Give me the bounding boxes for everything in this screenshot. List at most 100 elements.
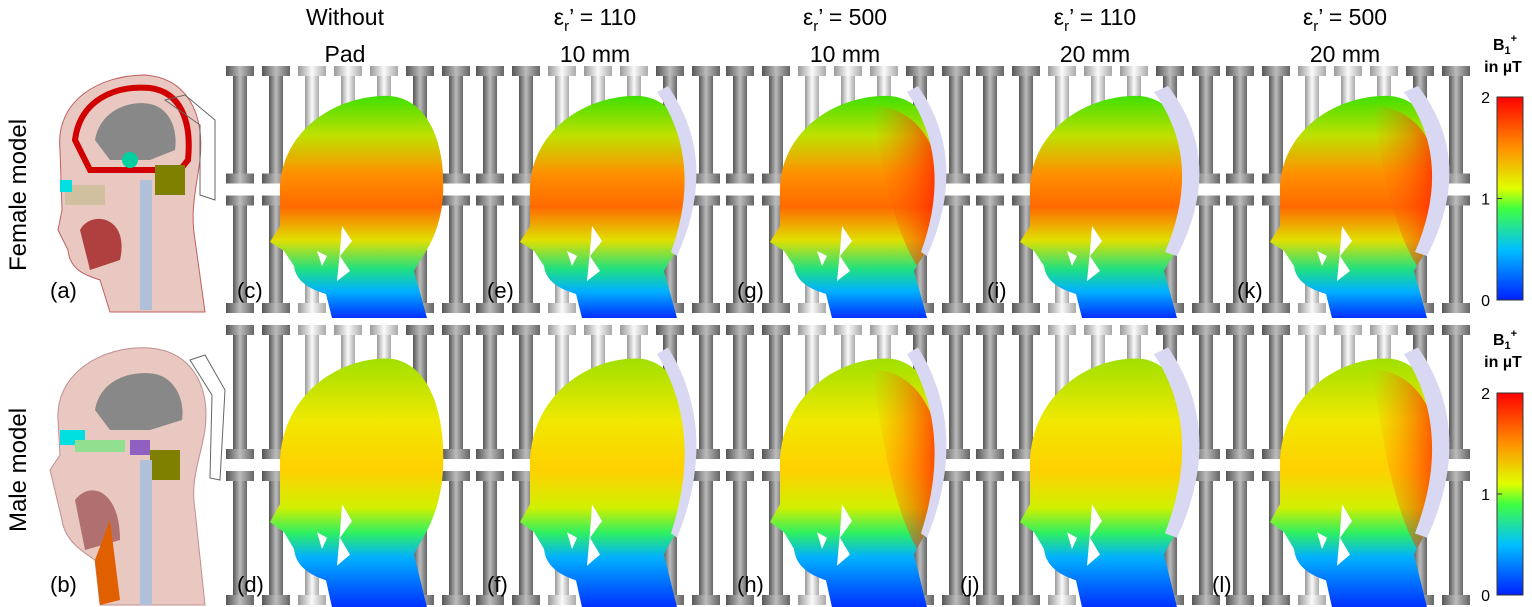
coil-cap <box>1442 66 1470 76</box>
column-header-line2: Pad <box>325 41 366 67</box>
airway <box>837 504 852 566</box>
coil-cap <box>906 66 934 76</box>
coil-cap <box>762 595 790 605</box>
coil-cap <box>1192 195 1220 206</box>
field-map-panel <box>726 325 970 607</box>
coil-rung <box>733 195 747 313</box>
coil-cap <box>1192 303 1220 313</box>
panel-label: (f) <box>487 572 508 597</box>
coil-cap <box>762 195 790 206</box>
subscript: r <box>813 18 818 35</box>
coil-rung <box>1269 66 1283 184</box>
coil-cap <box>1048 595 1076 605</box>
coil-cap <box>1012 303 1040 313</box>
coil-cap <box>1298 325 1326 335</box>
coil-cap <box>1226 471 1254 481</box>
panel-label: (a) <box>50 278 77 303</box>
coil-cap <box>226 449 254 459</box>
coil-cap <box>1226 303 1254 313</box>
airway <box>1067 251 1077 266</box>
coil-cap <box>1226 195 1254 206</box>
title-sup: + <box>1511 33 1517 45</box>
coil-cap <box>476 195 504 206</box>
coil-cap <box>976 195 1004 206</box>
coil-cap <box>442 66 470 76</box>
coil-cap <box>620 66 648 76</box>
coil-rung <box>449 66 463 184</box>
coil-cap <box>406 66 434 76</box>
epsilon: ε <box>554 4 564 30</box>
subscript: r <box>1064 18 1069 35</box>
coil-cap <box>1012 195 1040 206</box>
colorbar-unit: in µT <box>1484 354 1522 371</box>
coil-cap <box>584 325 612 335</box>
epsilon: ε <box>803 4 813 30</box>
coil-rung <box>769 325 783 459</box>
head <box>1020 86 1200 319</box>
header-value: ’ = 500 <box>818 4 887 30</box>
coil-cap <box>692 449 720 459</box>
coil-cap <box>512 195 540 206</box>
coil-rung <box>233 325 247 459</box>
panel-label: (c) <box>237 278 263 303</box>
coil-cap <box>1192 595 1220 605</box>
coil-cap <box>762 449 790 459</box>
panel-label: (g) <box>737 278 764 303</box>
coil-cap <box>942 325 970 335</box>
coil-cap <box>1012 449 1040 459</box>
coil-cap <box>692 66 720 76</box>
coil-cap <box>298 325 326 335</box>
coil-cap <box>1442 325 1470 335</box>
head <box>770 86 947 319</box>
coil-cap <box>298 303 326 313</box>
airway <box>1087 504 1102 566</box>
dielectric-pad <box>907 86 947 256</box>
colorbar-tick-label: 2 <box>1481 386 1490 403</box>
colorbar <box>1496 392 1524 596</box>
colorbar-title: B1+ <box>1493 328 1517 352</box>
coil-cap <box>262 595 290 605</box>
coil-cap <box>1192 325 1220 335</box>
head <box>520 347 697 607</box>
coil-cap <box>942 595 970 605</box>
coil-rung <box>769 195 783 313</box>
head <box>770 347 947 607</box>
coil-rung <box>949 471 963 605</box>
coil-cap <box>906 325 934 335</box>
coil-cap <box>1262 325 1290 335</box>
coil-rung <box>449 195 463 313</box>
coil-cap <box>942 471 970 481</box>
head <box>270 95 444 319</box>
colorbar-tick-label: 1 <box>1481 192 1490 209</box>
coil-cap <box>942 449 970 459</box>
dielectric-pad <box>1154 347 1200 538</box>
coil-rung <box>1199 195 1213 313</box>
coil-cap <box>548 325 576 335</box>
title-sup: + <box>1511 328 1517 340</box>
epsilon: ε <box>1054 4 1064 30</box>
coil-cap <box>976 595 1004 605</box>
coil-cap <box>726 471 754 481</box>
coil-cap <box>512 595 540 605</box>
coil-cap <box>976 449 1004 459</box>
coil-rung <box>983 66 997 184</box>
high-field-region <box>872 369 943 549</box>
head-field <box>520 358 694 607</box>
coil-cap <box>476 471 504 481</box>
coil-cap <box>1442 173 1470 184</box>
coil-cap <box>1156 66 1184 76</box>
coil-cap <box>692 325 720 335</box>
coil-cap <box>726 325 754 335</box>
coil-rung <box>983 195 997 313</box>
coil-rung <box>699 325 713 459</box>
coil-cap <box>476 449 504 459</box>
coil-cap <box>1192 173 1220 184</box>
coil-cap <box>512 325 540 335</box>
coil-cap <box>1156 325 1184 335</box>
coil-cap <box>370 66 398 76</box>
header-text: Without <box>306 4 385 30</box>
coil-cap <box>1334 325 1362 335</box>
coil-cap <box>726 303 754 313</box>
coil-cap <box>1084 66 1112 76</box>
coil-cap <box>1226 325 1254 335</box>
